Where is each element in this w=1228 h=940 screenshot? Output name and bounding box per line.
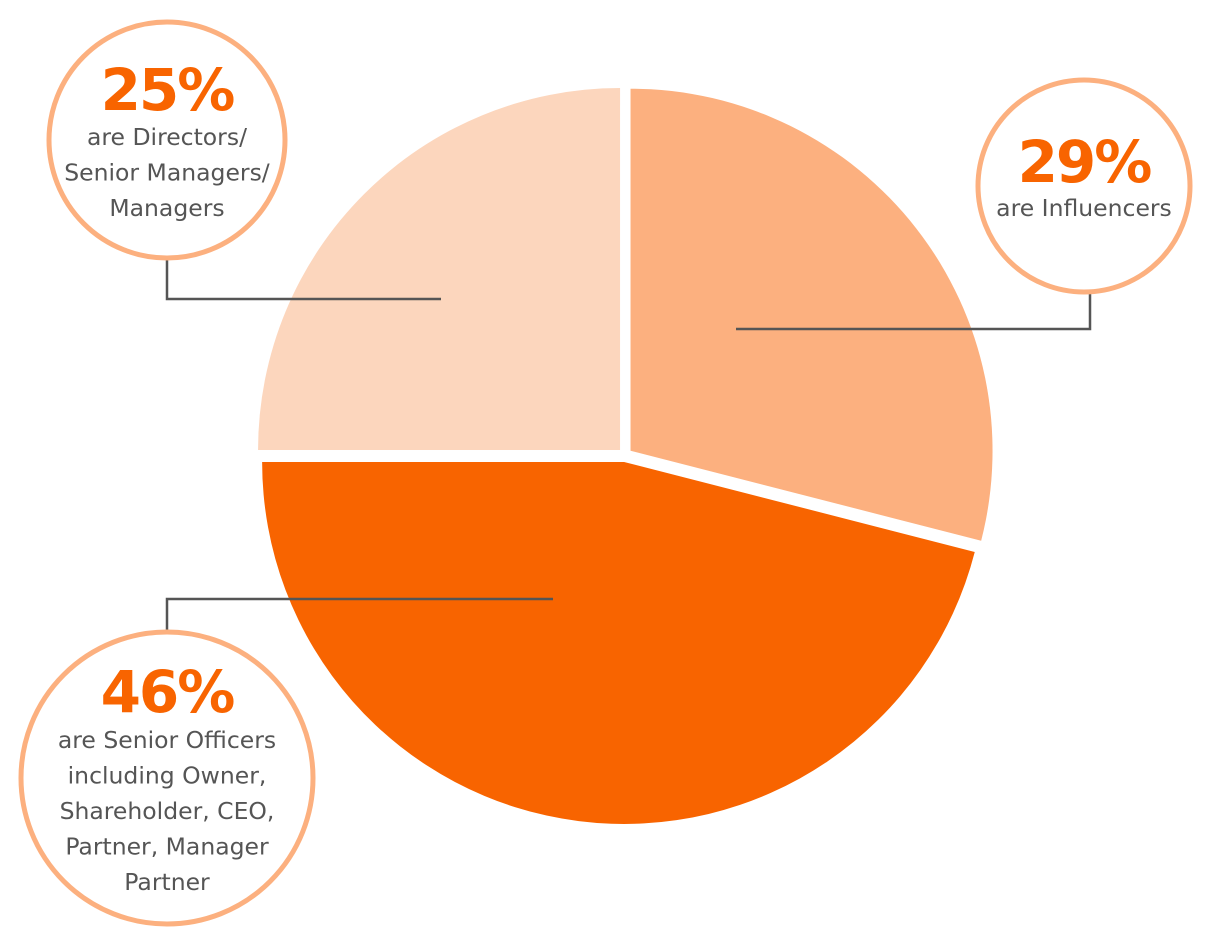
callout-text-2-2: including Owner, xyxy=(68,762,267,790)
callout-text-3-3: Managers xyxy=(109,194,224,222)
callout-text-3-1: are Directors/ xyxy=(87,123,247,151)
callout-text-2-5: Partner xyxy=(124,868,210,896)
data-label-2: 46% xyxy=(101,658,235,726)
data-label-1: 29% xyxy=(1018,128,1152,196)
leader-line-1 xyxy=(736,294,1092,331)
callout-circle-1 xyxy=(975,77,1193,295)
pie-slice-1 xyxy=(630,88,993,541)
leader-line-2 xyxy=(165,597,553,634)
pie-slices xyxy=(258,88,993,824)
data-label-3: 25% xyxy=(101,56,235,124)
callout-circle-2 xyxy=(18,629,316,927)
callout-text-2-1: are Senior Officers xyxy=(58,726,276,754)
pie-slice-2 xyxy=(262,461,975,824)
callout-text-2-3: Shareholder, CEO, xyxy=(60,797,275,825)
pie-slice-3 xyxy=(258,88,621,451)
callouts: 29%are Influencers 46%are Senior Officers… xyxy=(18,19,1193,927)
callout-text-3-2: Senior Managers/ xyxy=(64,159,270,187)
leader-lines xyxy=(165,258,1092,634)
callout-text-2-4: Partner, Manager xyxy=(65,833,269,861)
leader-line-3 xyxy=(165,258,441,301)
callout-text-1-1: are Influencers xyxy=(996,194,1172,222)
callout-circle-3 xyxy=(46,19,288,261)
